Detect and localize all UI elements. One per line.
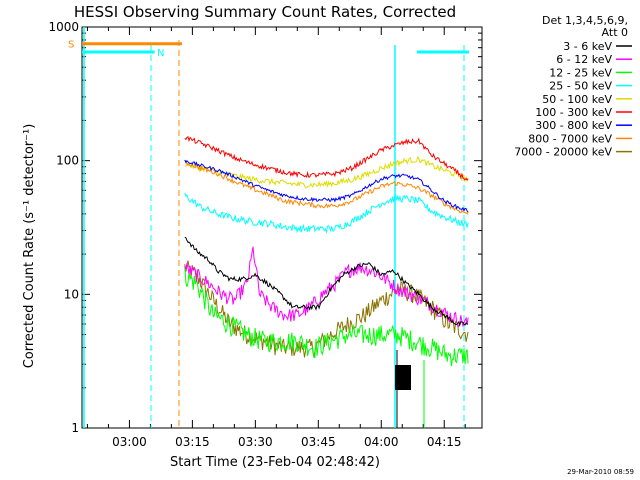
x-axis-label: Start Time (23-Feb-04 02:48:42) <box>170 455 380 470</box>
legend-label: 50 - 100 keV <box>542 93 612 106</box>
timestamp: 29-Mar-2010 08:59 <box>567 468 634 476</box>
attenuator-block <box>395 365 411 390</box>
series-25-50-kev <box>184 192 469 234</box>
flag-markers: SN <box>68 40 469 59</box>
instrument-mode-lines <box>83 27 465 428</box>
legend-label: 300 - 800 keV <box>535 119 612 132</box>
legend-label: 3 - 6 keV <box>563 40 612 53</box>
y-axis: 1 10 100 1000 <box>48 20 482 435</box>
data-series <box>184 136 469 367</box>
x-tick-label: 04:00 <box>364 435 399 449</box>
legend-header-line2: Att 0 <box>602 26 628 39</box>
legend-label: 6 - 12 keV <box>556 53 612 66</box>
series-3-6-kev <box>184 236 469 327</box>
x-tick-label: 03:45 <box>301 435 336 449</box>
series-50-100-kev <box>184 155 469 189</box>
series-100-300-kev <box>184 136 469 181</box>
legend-label: 100 - 300 keV <box>535 106 612 119</box>
legend-label: 25 - 50 keV <box>549 80 612 93</box>
y-tick-label: 100 <box>56 154 79 168</box>
series-300-800-kev <box>184 159 469 213</box>
legend-label: 800 - 7000 keV <box>528 132 612 145</box>
x-axis: 03:00 03:15 03:30 03:45 04:00 04:15 <box>86 27 466 449</box>
x-tick-label: 03:15 <box>175 435 210 449</box>
plot-frame <box>81 26 483 429</box>
flag-label: N <box>157 48 164 59</box>
series-12-25-kev <box>184 266 469 367</box>
legend-label: 7000 - 20000 keV <box>514 146 612 159</box>
flag-label: S <box>68 40 74 51</box>
x-tick-label: 03:30 <box>238 435 273 449</box>
legend-header-line1: Det 1,3,4,5,6,9, <box>542 14 628 27</box>
x-tick-label: 03:00 <box>112 435 147 449</box>
series-6-12-kev <box>184 246 469 328</box>
series-800-7000-kev <box>184 159 469 215</box>
y-tick-label: 10 <box>64 287 79 301</box>
y-tick-label: 1000 <box>48 20 79 34</box>
chart-title: HESSI Observing Summary Count Rates, Cor… <box>74 3 456 21</box>
y-tick-label: 1 <box>71 421 79 435</box>
y-axis-label: Corrected Count Rate (s⁻¹ detector⁻¹) <box>22 124 37 369</box>
x-tick-label: 04:15 <box>427 435 462 449</box>
legend-label: 12 - 25 keV <box>549 66 612 79</box>
